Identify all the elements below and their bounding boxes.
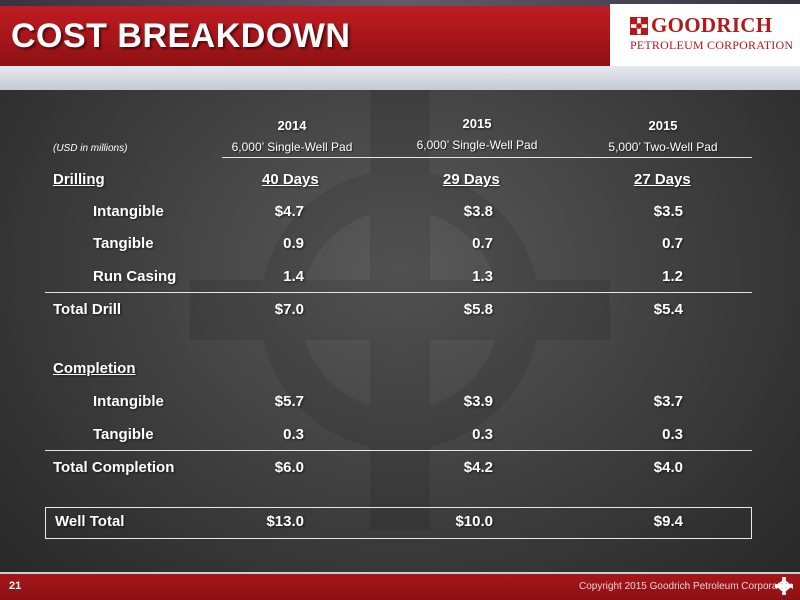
cell-col2: 0.3 (472, 426, 493, 443)
silver-band (0, 66, 800, 90)
well-total-col2: $10.0 (455, 513, 493, 530)
total-completion-col1: $6.0 (274, 459, 304, 476)
units-note: (USD in millions) (53, 143, 128, 154)
cell-col3: $3.7 (653, 393, 683, 410)
row-label: Run Casing (93, 268, 177, 285)
page-title: COST BREAKDOWN (11, 17, 351, 55)
col1-year: 2014 (277, 118, 307, 133)
logo-name: GOODRICH (651, 13, 773, 37)
row-label: Tangible (93, 235, 154, 252)
well-total-box (45, 507, 752, 539)
well-total-col3: $9.4 (653, 513, 683, 530)
row-label: Intangible (93, 203, 164, 220)
total-completion-col2: $4.2 (463, 459, 493, 476)
cell-col2: 0.7 (472, 235, 493, 252)
drill-total-divider (45, 292, 752, 293)
logo-subtitle: PETROLEUM CORPORATION (630, 38, 794, 52)
top-accent-strip (0, 0, 800, 6)
well-total-label: Well Total (55, 513, 125, 530)
goodrich-logo-icon (630, 17, 648, 35)
days-col2: 29 Days (443, 171, 500, 188)
cell-col1: 1.4 (283, 268, 304, 285)
cell-col1: 0.9 (283, 235, 304, 252)
total-completion-label: Total Completion (53, 459, 175, 476)
total-completion-col3: $4.0 (653, 459, 683, 476)
cell-col1: 0.3 (283, 426, 304, 443)
row-label: Tangible (93, 426, 154, 443)
col2-year: 2015 (462, 116, 492, 131)
cell-col2: $3.9 (463, 393, 493, 410)
header-divider (222, 157, 752, 158)
completion-total-divider (45, 450, 752, 451)
page-number: 21 (9, 580, 22, 592)
col2-desc: 6,000’ Single-Well Pad (416, 138, 538, 152)
cell-col3: 0.3 (662, 426, 683, 443)
col3-year: 2015 (648, 118, 678, 133)
cell-col3: $3.5 (653, 203, 683, 220)
cell-col1: $4.7 (274, 203, 304, 220)
footer-bar (0, 572, 800, 600)
section-label-drilling: Drilling (53, 171, 105, 188)
days-col3: 27 Days (634, 171, 691, 188)
section-label-completion: Completion (53, 360, 136, 377)
watermark-logo-icon (190, 90, 610, 530)
total-drill-label: Total Drill (53, 301, 122, 318)
footer-logo-icon (775, 577, 793, 595)
copyright-text: Copyright 2015 Goodrich Petroleum Corpor… (579, 581, 794, 592)
total-drill-col3: $5.4 (653, 301, 683, 318)
cell-col2: 1.3 (472, 268, 493, 285)
days-col1: 40 Days (262, 171, 319, 188)
cell-col2: $3.8 (463, 203, 493, 220)
cell-col1: $5.7 (274, 393, 304, 410)
cell-col3: 0.7 (662, 235, 683, 252)
cell-col3: 1.2 (662, 268, 683, 285)
col1-desc: 6,000’ Single-Well Pad (231, 140, 353, 154)
well-total-col1: $13.0 (266, 513, 304, 530)
row-label: Intangible (93, 393, 164, 410)
col3-desc: 5,000’ Two-Well Pad (608, 140, 718, 154)
logo-panel (610, 4, 800, 66)
total-drill-col1: $7.0 (274, 301, 304, 318)
total-drill-col2: $5.8 (463, 301, 493, 318)
